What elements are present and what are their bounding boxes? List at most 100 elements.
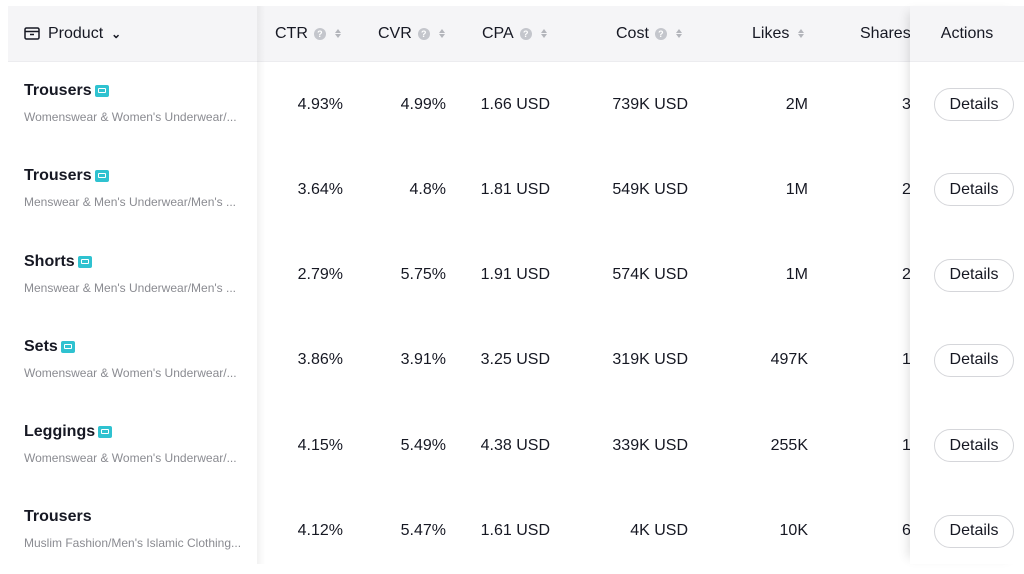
shares-value: 1 — [902, 351, 910, 369]
product-name-line: Trousers — [24, 507, 260, 527]
table-row: Leggings Womenswear & Women's Underwear/… — [8, 403, 1024, 488]
cost-value: 574K USD — [612, 266, 688, 284]
cvr-value: 4.8% — [409, 180, 446, 198]
sort-icon[interactable] — [540, 28, 547, 39]
product-cell[interactable]: Trousers Muslim Fashion/Men's Islamic Cl… — [24, 507, 260, 550]
product-tag-icon — [98, 426, 113, 439]
cost-header-label: Cost — [616, 24, 649, 42]
details-button[interactable]: Details — [934, 514, 1014, 548]
product-category: Womenswear & Women's Underwear/... — [24, 365, 237, 380]
table-header: Product ⌄ CTR ? CVR ? CPA ? Cost ? Likes — [8, 6, 1024, 62]
product-cell[interactable]: Shorts Menswear & Men's Underwear/Men's … — [24, 252, 260, 295]
product-name: Trousers — [24, 508, 92, 526]
product-name-line: Trousers — [24, 81, 260, 101]
table-body: Trousers Womenswear & Women's Underwear/… — [8, 62, 1024, 574]
cost-value: 739K USD — [612, 95, 688, 113]
product-tag-icon — [94, 85, 109, 97]
product-column-dropdown[interactable]: Product ⌄ — [24, 6, 224, 61]
cost-header[interactable]: Cost ? — [616, 6, 706, 61]
product-name: Trousers — [24, 167, 92, 185]
actions-column: Actions Details Details Details Details Deta… — [910, 6, 1024, 564]
product-tag-icon — [60, 340, 75, 353]
ctr-value: 4.93% — [297, 95, 343, 113]
product-category: Menswear & Men's Underwear/Men's ... — [24, 195, 236, 210]
actions-header: Actions — [910, 6, 1024, 62]
ctr-header[interactable]: CTR ? — [275, 6, 365, 61]
product-category: Womenswear & Women's Underwear/... — [24, 110, 237, 124]
product-tag-icon — [77, 255, 92, 268]
info-icon[interactable]: ? — [654, 27, 667, 40]
ctr-value: 3.64% — [297, 180, 343, 198]
details-button[interactable]: Details — [934, 173, 1014, 207]
product-cell[interactable]: Trousers Womenswear & Women's Underwear/… — [24, 81, 260, 124]
table-row: Trousers Womenswear & Women's Underwear/… — [8, 62, 1024, 147]
product-name-line: Sets — [24, 337, 260, 357]
product-name-line: Leggings — [24, 422, 260, 442]
product-category: Womenswear & Women's Underwear/... — [24, 451, 237, 466]
shares-value: 2 — [902, 180, 910, 198]
table-row: Trousers Menswear & Men's Underwear/Men'… — [8, 147, 1024, 232]
ctr-value: 4.12% — [297, 521, 343, 539]
likes-value: 255K — [770, 436, 808, 454]
likes-value: 1M — [785, 180, 808, 198]
cpa-value: 1.66 USD — [480, 95, 550, 113]
info-icon[interactable]: ? — [313, 27, 326, 40]
likes-value: 1M — [785, 266, 808, 284]
product-cell[interactable]: Trousers Menswear & Men's Underwear/Men'… — [24, 166, 260, 209]
table-row: Sets Womenswear & Women's Underwear/... … — [8, 318, 1024, 403]
cpa-header[interactable]: CPA ? — [482, 6, 572, 61]
cpa-value: 3.25 USD — [480, 351, 550, 369]
product-name-line: Trousers — [24, 166, 260, 186]
cost-value: 4K USD — [630, 521, 688, 539]
sort-icon[interactable] — [675, 28, 682, 39]
product-cell[interactable]: Leggings Womenswear & Women's Underwear/… — [24, 422, 260, 465]
product-name-line: Shorts — [24, 252, 260, 272]
details-button[interactable]: Details — [934, 258, 1014, 292]
sort-icon[interactable] — [798, 28, 805, 39]
cvr-value: 5.49% — [400, 436, 446, 454]
product-name: Trousers — [24, 82, 92, 99]
shares-value: 1 — [902, 436, 910, 454]
shares-header[interactable]: Shares — [860, 6, 910, 61]
product-cell[interactable]: Sets Womenswear & Women's Underwear/... — [24, 337, 260, 380]
likes-value: 497K — [770, 351, 808, 369]
product-category: Menswear & Men's Underwear/Men's ... — [24, 280, 236, 295]
shares-header-label: Shares — [860, 24, 910, 42]
likes-header[interactable]: Likes — [752, 6, 822, 61]
cpa-value: 1.91 USD — [480, 266, 550, 284]
ctr-header-label: CTR — [275, 24, 308, 42]
product-tag-icon — [94, 170, 109, 183]
likes-value: 10K — [779, 521, 808, 539]
cvr-value: 3.91% — [400, 351, 446, 369]
likes-value: 2M — [785, 95, 808, 113]
box-icon — [24, 27, 40, 40]
ctr-value: 2.79% — [297, 266, 343, 284]
cpa-value: 1.81 USD — [480, 180, 550, 198]
details-button[interactable]: Details — [934, 429, 1014, 463]
column-shadow — [257, 6, 265, 564]
sort-icon[interactable] — [334, 28, 341, 39]
table-row: Trousers Muslim Fashion/Men's Islamic Cl… — [8, 488, 1024, 573]
cvr-header[interactable]: CVR ? — [378, 6, 468, 61]
cpa-header-label: CPA — [482, 24, 514, 42]
sort-icon[interactable] — [438, 28, 445, 39]
info-icon[interactable]: ? — [417, 27, 430, 40]
shares-value: 2 — [902, 266, 910, 284]
chevron-down-icon: ⌄ — [111, 26, 122, 41]
cost-value: 549K USD — [612, 180, 688, 198]
cost-value: 319K USD — [612, 351, 688, 369]
cpa-value: 4.38 USD — [480, 436, 550, 454]
details-button[interactable]: Details — [934, 88, 1014, 121]
cvr-header-label: CVR — [378, 24, 412, 42]
cpa-value: 1.61 USD — [480, 521, 550, 539]
shares-value: 6 — [902, 521, 910, 539]
product-name: Shorts — [24, 252, 75, 270]
ctr-value: 3.86% — [297, 351, 343, 369]
product-header-label: Product — [48, 24, 104, 42]
details-button[interactable]: Details — [934, 343, 1014, 377]
cost-value: 339K USD — [612, 436, 688, 454]
shares-value: 3 — [902, 95, 910, 113]
cvr-value: 5.47% — [400, 521, 446, 539]
info-icon[interactable]: ? — [519, 27, 532, 40]
